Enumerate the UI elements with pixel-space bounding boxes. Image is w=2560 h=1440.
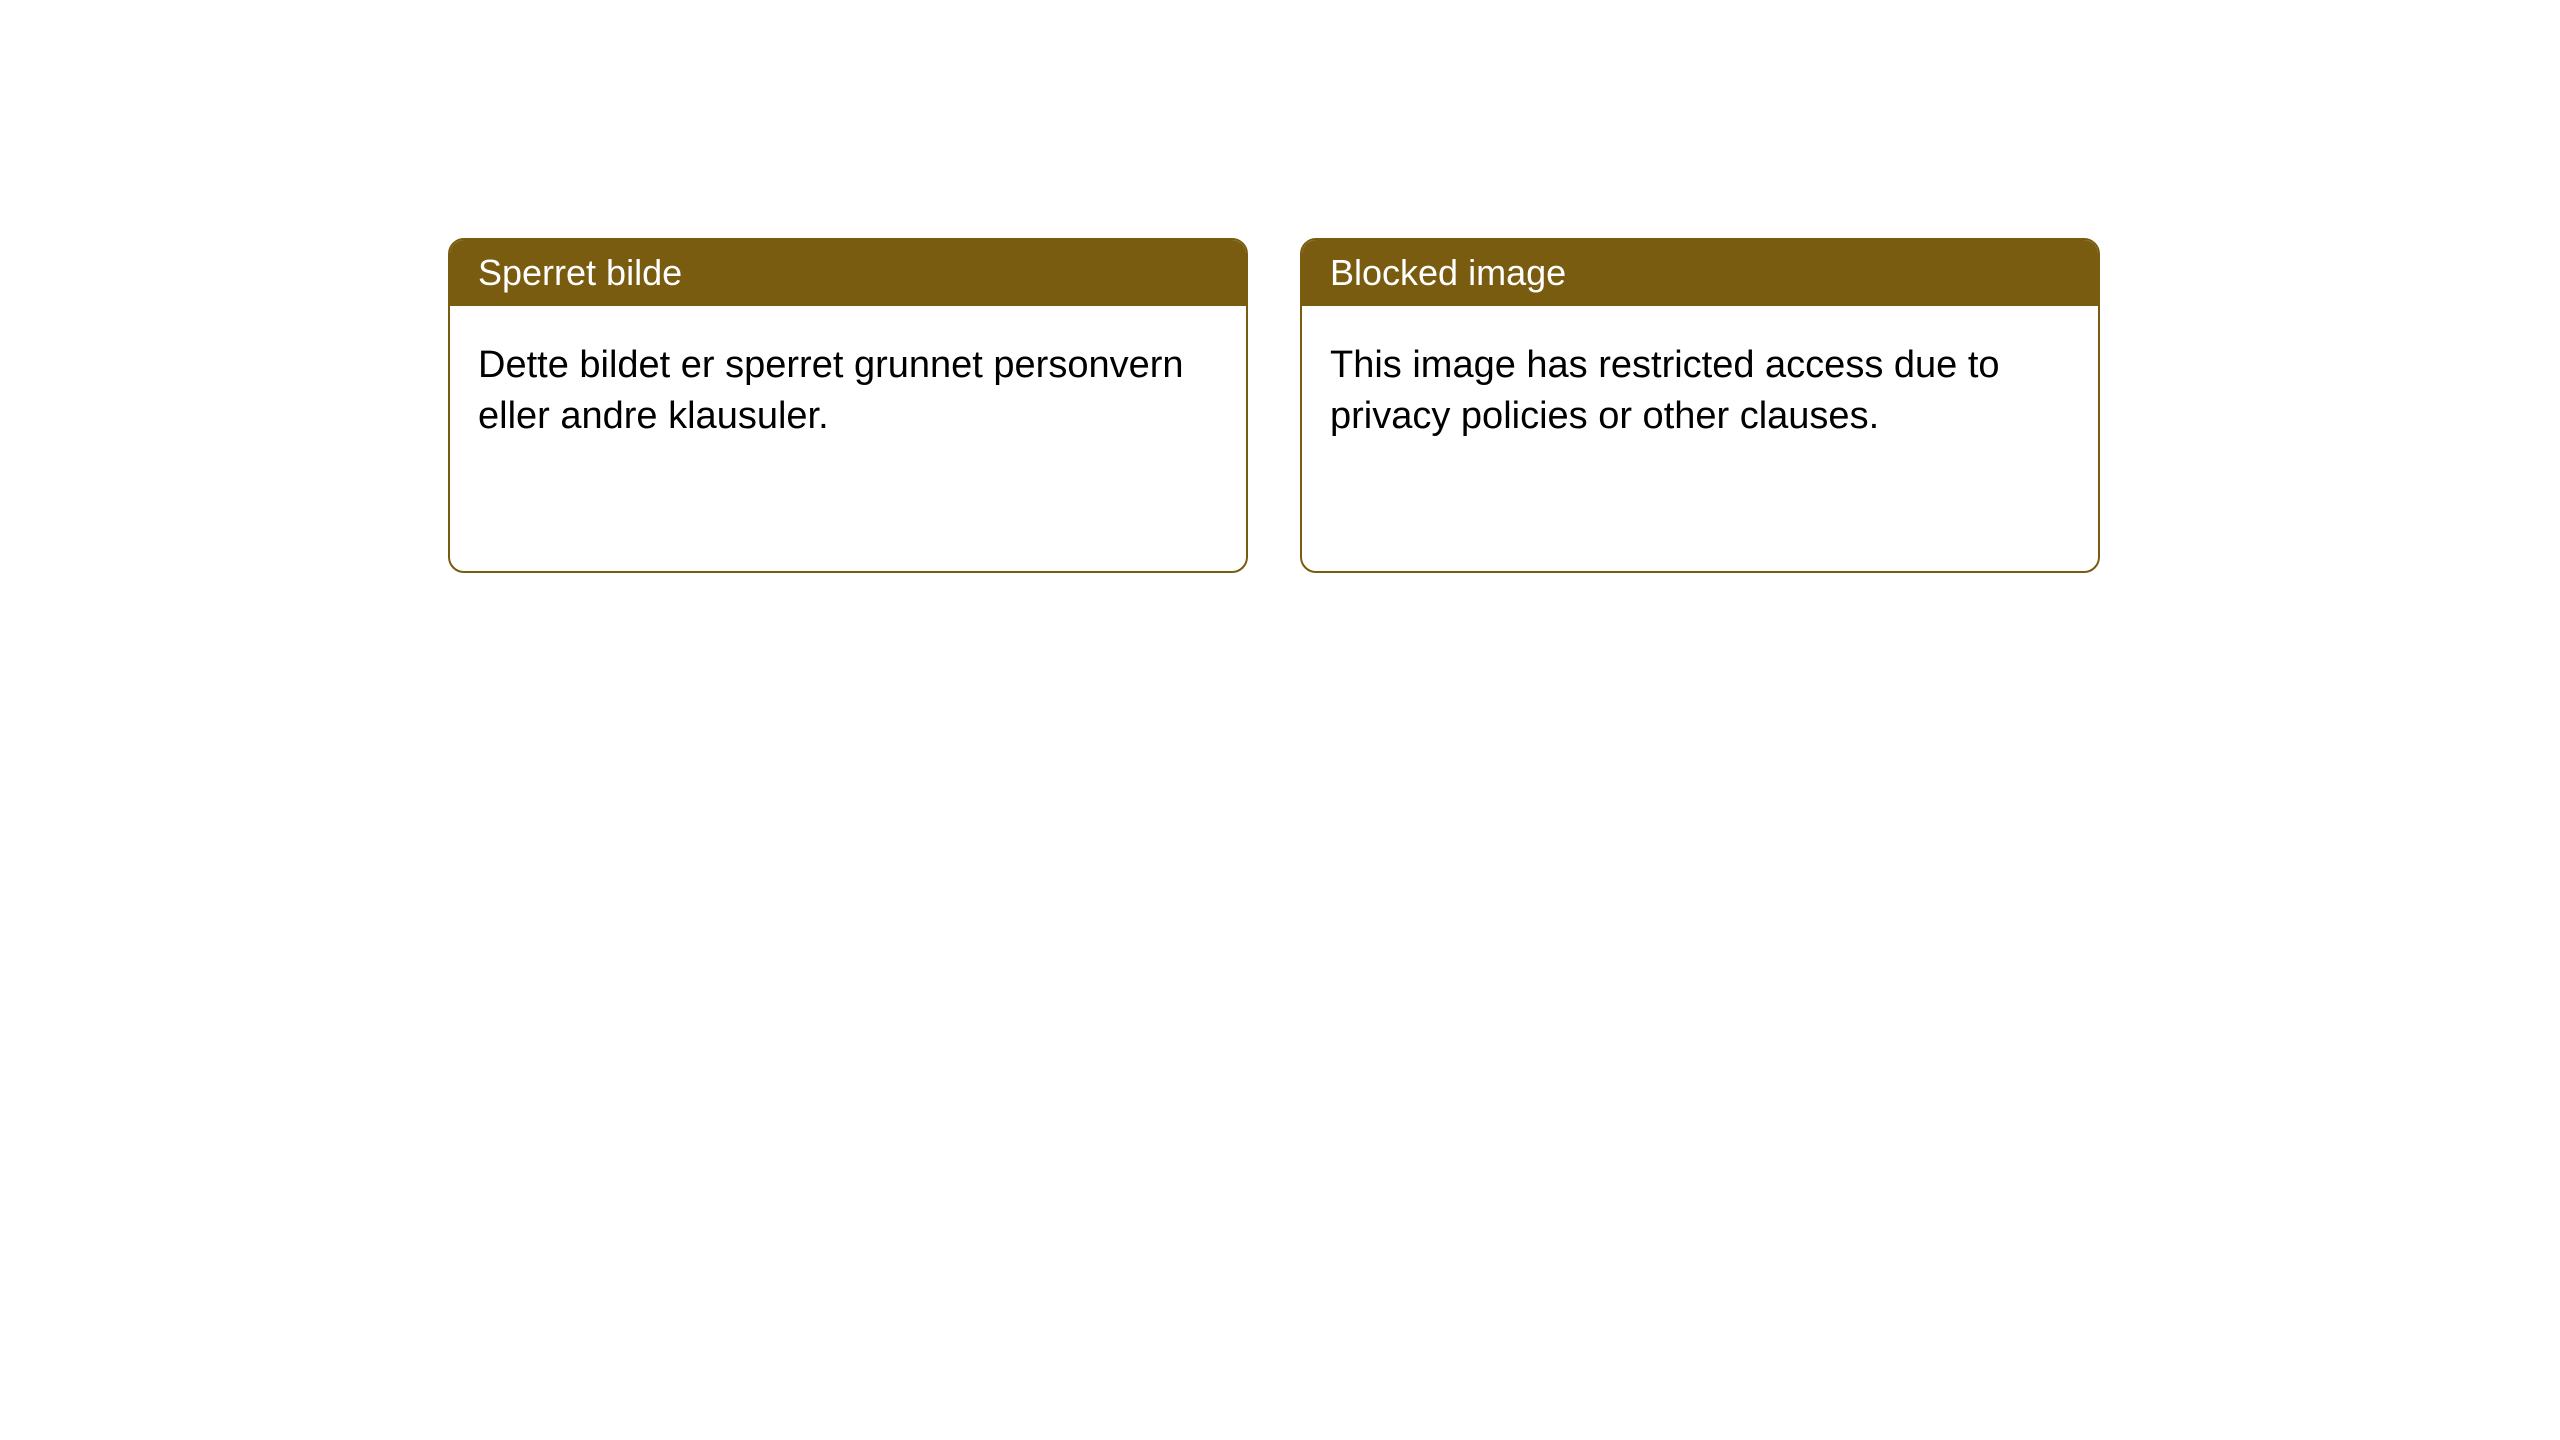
card-body-text: Dette bildet er sperret grunnet personve… bbox=[478, 344, 1184, 437]
notice-card-english: Blocked image This image has restricted … bbox=[1300, 238, 2100, 573]
card-header: Sperret bilde bbox=[450, 240, 1246, 306]
card-body: Dette bildet er sperret grunnet personve… bbox=[450, 306, 1246, 571]
card-title: Sperret bilde bbox=[478, 252, 682, 293]
card-title: Blocked image bbox=[1330, 252, 1566, 293]
card-body: This image has restricted access due to … bbox=[1302, 306, 2098, 571]
card-header: Blocked image bbox=[1302, 240, 2098, 306]
notice-container: Sperret bilde Dette bildet er sperret gr… bbox=[0, 0, 2560, 573]
notice-card-norwegian: Sperret bilde Dette bildet er sperret gr… bbox=[448, 238, 1248, 573]
card-body-text: This image has restricted access due to … bbox=[1330, 344, 2000, 437]
